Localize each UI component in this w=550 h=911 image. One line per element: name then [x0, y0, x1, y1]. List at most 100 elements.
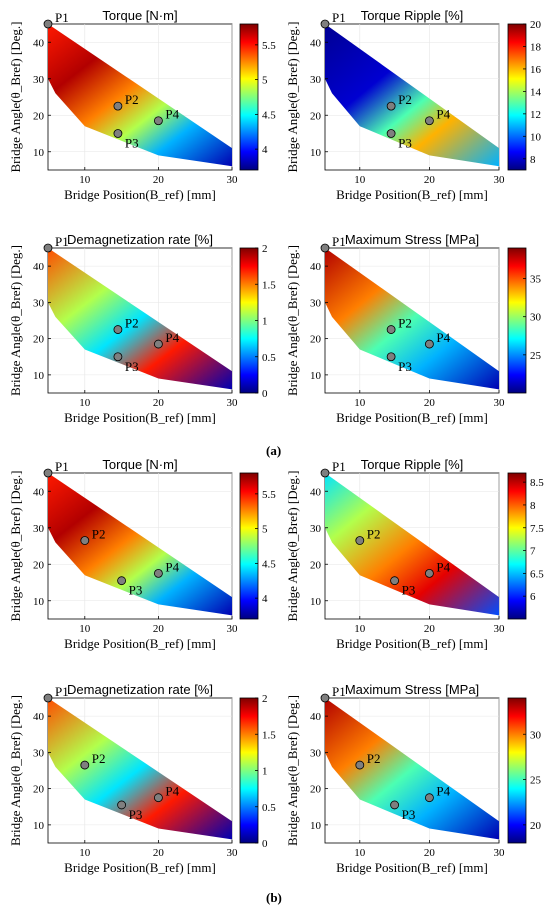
- colorbar-tick-label: 30: [530, 729, 542, 741]
- design-point-p1: [320, 243, 330, 253]
- design-point-p2: [355, 760, 365, 770]
- colorbar-tick-label: 16: [530, 64, 542, 76]
- x-tick-label: 20: [153, 623, 165, 635]
- y-tick-label: 40: [33, 261, 45, 273]
- plot-6: 10 20 30 10 20 30 40 Torque Ripple [%] Bridge Po…: [285, 457, 544, 651]
- design-point-p3: [117, 800, 126, 810]
- design-point-label: P2: [367, 751, 381, 766]
- y-tick-label: 10: [33, 147, 45, 159]
- design-point-label: P1: [55, 459, 69, 474]
- y-tick-label: 20: [33, 784, 45, 796]
- colorbar-tick-label: 10: [530, 131, 542, 143]
- plot-5: 10 20 30 10 20 30 40 Torque [N·m] Bridge Positio…: [8, 457, 276, 651]
- y-tick-label: 10: [33, 370, 45, 382]
- design-point-p4: [424, 793, 434, 803]
- design-point-label: P1: [55, 10, 69, 25]
- design-point-label: P1: [332, 684, 346, 699]
- colorbar-tick-label: 8.5: [530, 477, 544, 489]
- colorbar-tick-label: 1: [262, 316, 268, 328]
- x-axis-label: Bridge Position(B_ref) [mm]: [64, 860, 216, 875]
- colorbar-tick-label: 4: [262, 144, 268, 156]
- plot-title: Torque [N·m]: [102, 8, 177, 23]
- design-point-label: P3: [398, 359, 412, 374]
- colorbar-tick-label: 2: [262, 243, 268, 255]
- y-tick-label: 20: [310, 334, 322, 346]
- design-point-p4: [424, 568, 434, 578]
- y-tick-label: 40: [310, 261, 322, 273]
- design-point-p2: [80, 760, 90, 770]
- y-axis-label: Bridge Angle(θ_Bref) [Deg.]: [8, 22, 23, 173]
- colorbar-tick-label: 30: [530, 312, 542, 324]
- y-axis-label: Bridge Angle(θ_Bref) [Deg.]: [8, 695, 23, 846]
- design-point-label: P4: [436, 107, 450, 122]
- x-tick-label: 20: [153, 397, 165, 409]
- design-point-label: P4: [436, 330, 450, 345]
- x-tick-label: 20: [424, 847, 436, 859]
- colorbar-tick-label: 20: [530, 820, 542, 832]
- y-tick-label: 40: [33, 711, 45, 723]
- x-tick-label: 10: [79, 174, 91, 186]
- colorbar-tick-label: 4.5: [262, 558, 276, 570]
- design-point-p4: [153, 339, 163, 349]
- colorbar-tick-label: 4: [262, 593, 268, 605]
- colorbar-tick-label: 5.5: [262, 40, 276, 52]
- design-point-label: P2: [398, 92, 412, 107]
- x-tick-label: 10: [354, 623, 366, 635]
- x-axis-label: Bridge Position(B_ref) [mm]: [64, 187, 216, 202]
- colorbar-tick-label: 1.5: [262, 279, 276, 291]
- design-point-label: P4: [165, 107, 179, 122]
- x-tick-label: 20: [424, 174, 436, 186]
- y-tick-label: 30: [310, 747, 322, 759]
- design-point-p2: [386, 101, 396, 111]
- y-tick-label: 40: [310, 711, 322, 723]
- design-point-p2: [80, 536, 90, 545]
- design-point-label: P3: [129, 807, 143, 822]
- design-point-label: P3: [125, 136, 139, 151]
- design-point-p1: [43, 693, 53, 703]
- x-axis-label: Bridge Position(B_ref) [mm]: [336, 187, 488, 202]
- contour-field: [48, 24, 232, 167]
- colorbar-tick-label: 8: [530, 500, 536, 512]
- x-axis-label: Bridge Position(B_ref) [mm]: [336, 860, 488, 875]
- y-tick-label: 10: [33, 596, 45, 608]
- x-tick-label: 20: [153, 174, 165, 186]
- design-point-label: P2: [125, 316, 139, 331]
- design-point-p3: [113, 352, 123, 362]
- design-point-p4: [153, 568, 163, 578]
- plot-title: Maximum Stress [MPa]: [345, 682, 479, 697]
- y-axis-label: Bridge Angle(θ_Bref) [Deg.]: [285, 22, 300, 173]
- x-tick-label: 30: [227, 623, 239, 635]
- y-tick-label: 30: [310, 297, 322, 309]
- y-tick-label: 20: [310, 559, 322, 571]
- contour-field: [325, 698, 499, 840]
- colorbar-tick-label: 35: [530, 274, 542, 286]
- design-point-p1: [43, 19, 53, 29]
- plot-title: Maximum Stress [MPa]: [345, 232, 479, 247]
- y-tick-label: 30: [33, 74, 45, 86]
- y-axis-label: Bridge Angle(θ_Bref) [Deg.]: [285, 471, 300, 622]
- x-tick-label: 10: [79, 397, 91, 409]
- x-tick-label: 10: [354, 847, 366, 859]
- colorbar-tick-label: 18: [530, 41, 542, 53]
- colorbar: [239, 472, 259, 620]
- plot-title: Torque Ripple [%]: [361, 457, 464, 472]
- x-tick-label: 10: [354, 174, 366, 186]
- plot-1: 10 20 30 10 20 30 40 Torque [N·m] Bridge Positio…: [8, 8, 276, 202]
- x-tick-label: 30: [494, 847, 506, 859]
- colorbar: [507, 23, 527, 171]
- plot-2: 10 20 30 10 20 30 40 Torque Ripple [%] Bridge Po…: [285, 8, 542, 202]
- contour-field: [48, 248, 232, 390]
- design-point-label: P3: [402, 583, 416, 598]
- design-point-p3: [390, 800, 400, 810]
- design-point-p2: [113, 325, 123, 334]
- design-point-p2: [386, 325, 396, 334]
- y-tick-label: 30: [310, 74, 322, 86]
- colorbar-tick-label: 1: [262, 766, 268, 778]
- x-tick-label: 10: [79, 847, 91, 859]
- colorbar-tick-label: 5: [262, 524, 268, 536]
- y-tick-label: 30: [33, 523, 45, 535]
- x-tick-label: 10: [354, 397, 366, 409]
- design-point-label: P1: [332, 10, 346, 25]
- x-tick-label: 30: [494, 174, 506, 186]
- design-point-p2: [113, 101, 123, 111]
